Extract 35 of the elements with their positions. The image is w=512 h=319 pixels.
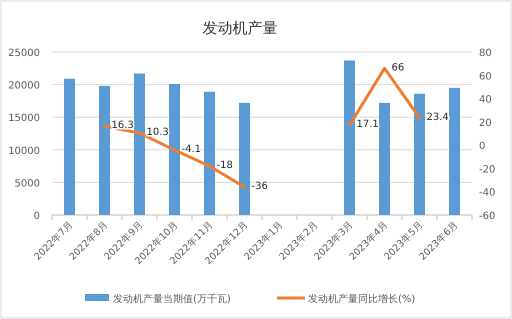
data-label: 17.1 [356, 119, 379, 130]
bar [169, 84, 180, 215]
y2-tick-label: -40 [479, 188, 496, 199]
legend-label: 发动机产量同比增长(%) [308, 293, 416, 305]
y-tick-label: 15000 [8, 113, 40, 124]
bar [449, 88, 460, 215]
legend-label: 发动机产量当期值(万千瓦) [113, 293, 231, 305]
y2-tick-label: 80 [479, 48, 492, 59]
y-tick-label: 20000 [8, 80, 40, 92]
data-label: -18 [216, 160, 233, 172]
bar [379, 102, 390, 215]
bar [134, 74, 145, 215]
y-tick-label: 5000 [14, 178, 40, 190]
data-label: 66 [392, 62, 404, 74]
chart-title: 发动机产量 [202, 19, 278, 37]
y2-tick-label: 40 [479, 94, 492, 106]
bar [204, 92, 215, 215]
bar [239, 102, 250, 215]
y-tick-label: 0 [34, 211, 40, 222]
y-tick-label: 10000 [8, 146, 40, 157]
y2-tick-label: -20 [479, 164, 496, 176]
y2-tick-label: -60 [479, 211, 496, 222]
bar [414, 94, 425, 215]
bar [99, 86, 110, 215]
data-label: 23.4 [426, 112, 449, 123]
bar [64, 78, 75, 215]
y2-tick-label: 60 [479, 71, 492, 82]
data-label: -4.1 [182, 144, 202, 155]
data-label: 10.3 [146, 127, 169, 138]
y-tick-label: 25000 [8, 48, 40, 59]
data-label: 16.3 [112, 120, 134, 132]
y2-tick-label: 20 [479, 118, 492, 129]
data-label: -36 [252, 181, 268, 192]
y2-tick-label: 0 [479, 141, 486, 152]
bar [344, 60, 355, 215]
